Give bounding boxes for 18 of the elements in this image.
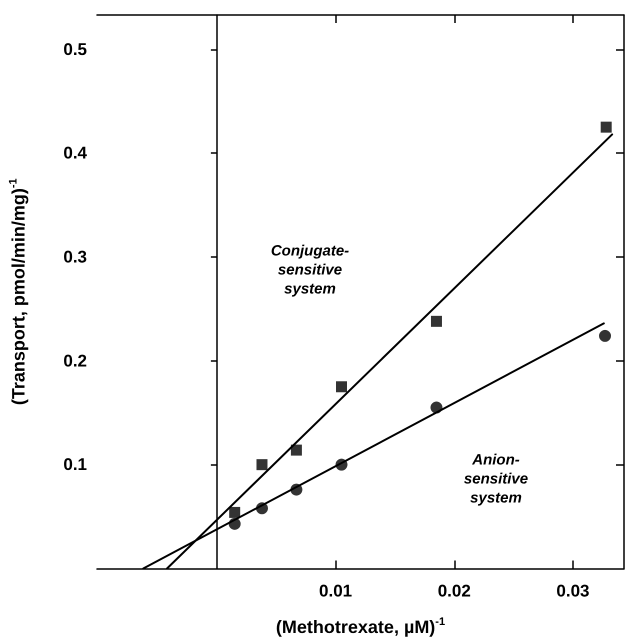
y-axis-title: (Transport, pmol/min/mg)-1 [8, 178, 28, 406]
y-tick-label: 0.1 [63, 455, 87, 474]
point [336, 381, 348, 392]
point [600, 122, 612, 133]
point [430, 316, 442, 327]
y-tick-label: 0.2 [63, 351, 87, 370]
point [290, 444, 302, 456]
x-tick-label: 0.02 [438, 582, 471, 600]
annotation: Conjugate- sensitive system [270, 242, 350, 298]
point [599, 330, 612, 342]
point [229, 506, 240, 518]
y-tick-label: 0.3 [63, 247, 87, 266]
x-tick-label: 0.01 [319, 582, 352, 600]
annotation: Anion- sensitive system [464, 452, 528, 506]
point [256, 459, 268, 470]
y-tick-label: 0.4 [63, 144, 88, 163]
x-tick-label: 0.03 [556, 582, 590, 600]
y-tick-label: 0.5 [63, 40, 87, 59]
